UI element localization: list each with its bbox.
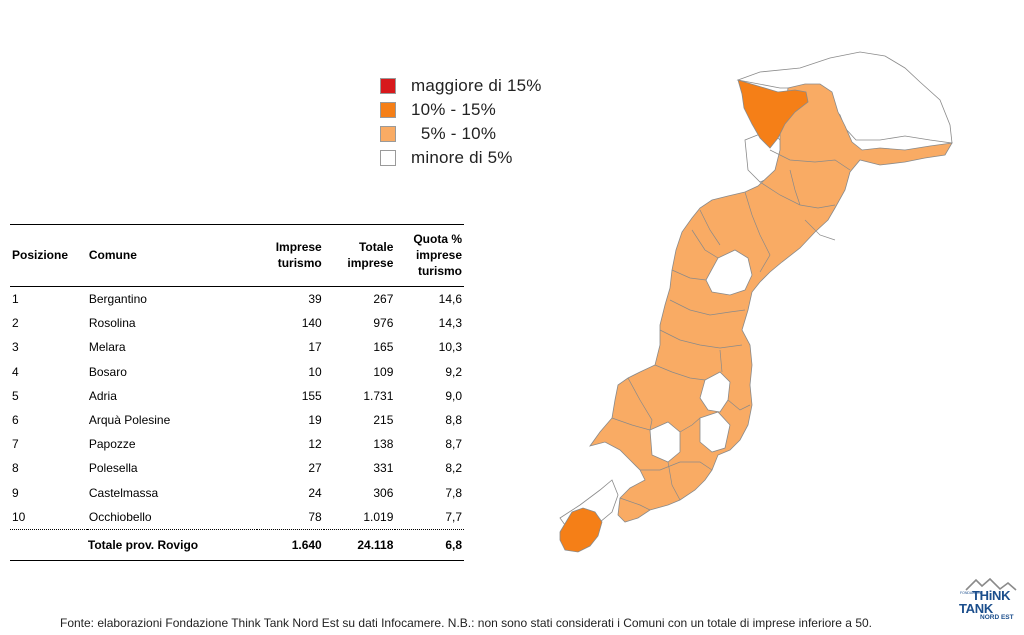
cell-totale-imprese: 331 [373, 461, 394, 476]
cell-totale-imprese: 215 [373, 413, 394, 428]
cell-comune: Arquà Polesine [88, 413, 171, 428]
cell-comune: Castelmassa [88, 485, 159, 500]
legend-item: minore di 5% [380, 146, 542, 170]
cell-imprese-turismo: 24 [308, 485, 322, 500]
legend-swatch [380, 150, 396, 166]
cell-quota: 14,6 [438, 292, 462, 307]
cell-posizione: 8 [12, 461, 19, 476]
cell-quota: 10,3 [438, 340, 462, 355]
cell-imprese-turismo: 155 [301, 388, 322, 403]
map-hole-2 [699, 371, 731, 413]
cell-comune: Occhiobello [88, 509, 152, 524]
total-label: Totale prov. Rovigo [86, 528, 258, 561]
table-row: 7 Papozze 12 138 8,7 [10, 432, 464, 456]
header-imprese-turismo: Imprese turismo [257, 224, 324, 287]
header-comune: Comune [86, 224, 258, 287]
cell-posizione: 4 [12, 364, 19, 379]
legend-item: maggiore di 15% [380, 74, 542, 98]
cell-totale-imprese: 267 [373, 292, 394, 307]
cell-quota: 9,2 [445, 364, 462, 379]
legend-item: 10% - 15% [380, 98, 542, 122]
rovigo-province-map [559, 51, 953, 553]
cell-totale-imprese: 306 [373, 485, 394, 500]
source-note: Fonte: elaborazioni Fondazione Think Tan… [60, 616, 872, 630]
cell-posizione: 2 [12, 316, 19, 331]
map-region-bergantino-area [559, 507, 603, 553]
table-total-row: Totale prov. Rovigo 1.640 24.118 6,8 [10, 528, 464, 561]
cell-imprese-turismo: 78 [308, 509, 322, 524]
map-hole-3 [649, 421, 681, 463]
table-row: 1 Bergantino 39 267 14,6 [10, 287, 464, 312]
table-row: 2 Rosolina 140 976 14,3 [10, 311, 464, 335]
map-internal-boundaries [611, 149, 851, 511]
cell-totale-imprese: 976 [373, 316, 394, 331]
total-quota: 6,8 [395, 528, 464, 561]
cell-comune: Melara [88, 340, 126, 355]
cell-imprese-turismo: 12 [308, 437, 322, 452]
cell-comune: Bergantino [88, 292, 147, 307]
total-imprese-turismo: 1.640 [257, 528, 324, 561]
cell-quota: 14,3 [438, 316, 462, 331]
table-row: 3 Melara 17 165 10,3 [10, 335, 464, 359]
total-pos [10, 528, 87, 561]
legend-label: maggiore di 15% [411, 76, 542, 95]
cell-quota: 7,7 [445, 509, 462, 524]
cell-posizione: 7 [12, 437, 19, 452]
cell-posizione: 10 [12, 509, 26, 524]
cell-posizione: 5 [12, 388, 19, 403]
legend-swatch [380, 102, 396, 118]
map-region-rosolina-area [737, 79, 809, 149]
cell-totale-imprese: 1.019 [363, 509, 394, 524]
cell-quota: 8,8 [445, 413, 462, 428]
cell-comune: Papozze [88, 437, 136, 452]
table-row: 10 Occhiobello 78 1.019 7,7 [10, 505, 464, 530]
legend-label: 5% - 10% [411, 124, 497, 143]
legend-swatch [380, 126, 396, 142]
cell-quota: 9,0 [445, 388, 462, 403]
cell-imprese-turismo: 27 [308, 461, 322, 476]
map-legend: maggiore di 15% 10% - 15% 5% - 10% minore … [380, 74, 542, 170]
cell-imprese-turismo: 17 [308, 340, 322, 355]
cell-posizione: 6 [12, 413, 19, 428]
ranking-table: Posizione Comune Imprese turismo Totale im… [10, 224, 464, 561]
cell-totale-imprese: 109 [373, 364, 394, 379]
cell-imprese-turismo: 10 [308, 364, 322, 379]
cell-comune: Polesella [88, 461, 138, 476]
cell-quota: 8,2 [445, 461, 462, 476]
legend-label: 10% - 15% [411, 100, 496, 119]
header-posizione: Posizione [10, 224, 87, 287]
table-header-row: Posizione Comune Imprese turismo Totale im… [10, 224, 464, 287]
cell-imprese-turismo: 39 [308, 292, 322, 307]
cell-posizione: 9 [12, 485, 19, 500]
cell-quota: 7,8 [445, 485, 462, 500]
table-row: 6 Arquà Polesine 19 215 8,8 [10, 408, 464, 432]
cell-comune: Rosolina [88, 316, 136, 331]
think-tank-logo: FONDAZIONE THiNK TANK NORD EST [958, 576, 1018, 630]
table-row: 9 Castelmassa 24 306 7,8 [10, 481, 464, 505]
table-row: 5 Adria 155 1.731 9,0 [10, 384, 464, 408]
cell-totale-imprese: 165 [373, 340, 394, 355]
cell-comune: Adria [88, 388, 117, 403]
total-totale-imprese: 24.118 [323, 528, 396, 561]
map-hole-1 [705, 249, 753, 296]
cell-totale-imprese: 138 [373, 437, 394, 452]
cell-totale-imprese: 1.731 [363, 388, 394, 403]
legend-label: minore di 5% [411, 148, 513, 167]
map-hole-4 [699, 411, 731, 453]
legend-item: 5% - 10% [380, 122, 542, 146]
header-totale-imprese: Totale imprese [323, 224, 396, 287]
cell-imprese-turismo: 19 [308, 413, 322, 428]
cell-posizione: 1 [12, 292, 19, 307]
cell-comune: Bosaro [88, 364, 127, 379]
legend-swatch [380, 78, 396, 94]
cell-quota: 8,7 [445, 437, 462, 452]
header-quota: Quota % imprese turismo [395, 224, 464, 287]
cell-posizione: 3 [12, 340, 19, 355]
table-row: 8 Polesella 27 331 8,2 [10, 456, 464, 480]
table-row: 4 Bosaro 10 109 9,2 [10, 360, 464, 384]
cell-imprese-turismo: 140 [301, 316, 322, 331]
